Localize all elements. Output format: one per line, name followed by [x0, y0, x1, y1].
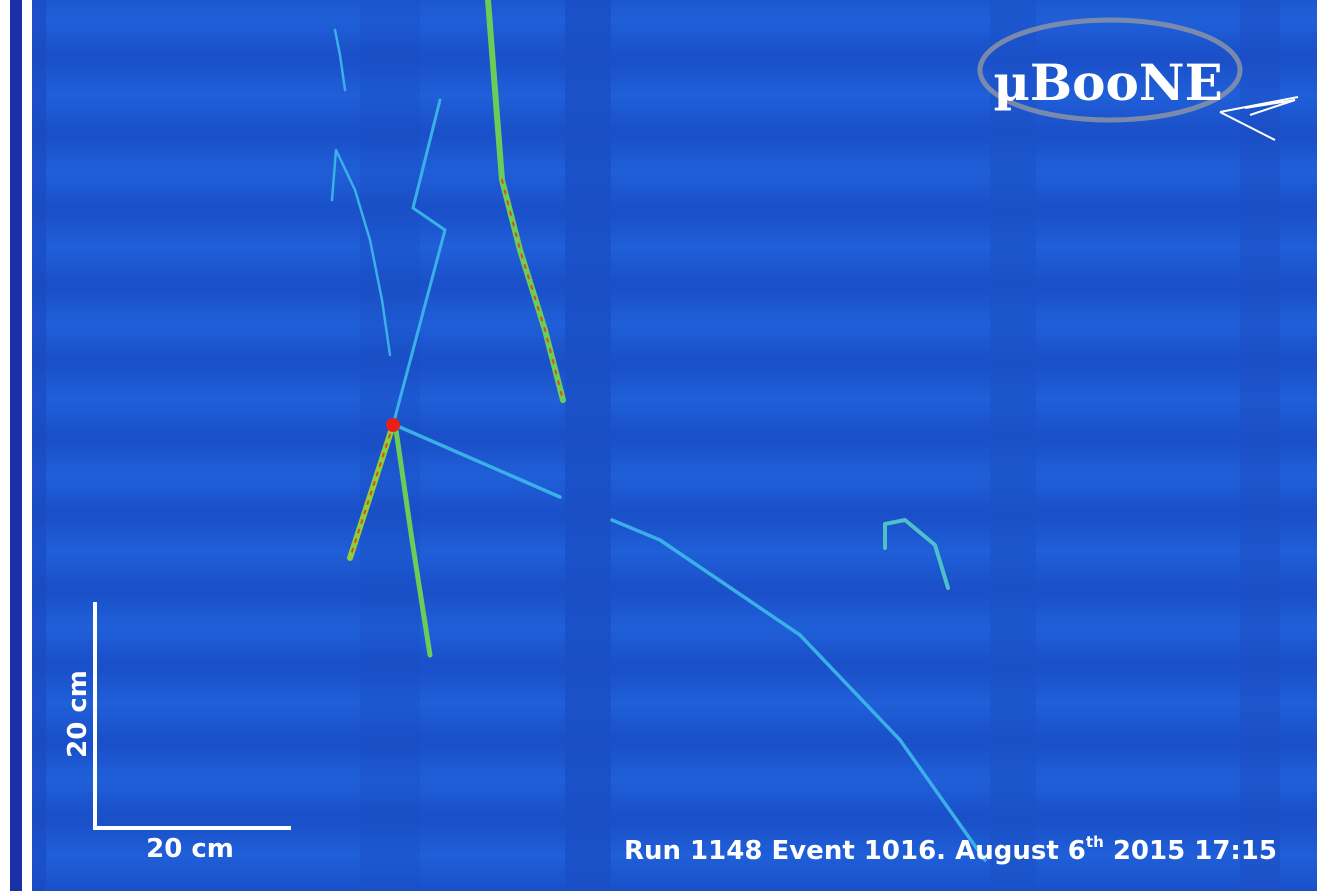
horizontal-scale-label: 20 cm — [146, 834, 234, 864]
detector-image — [32, 0, 1317, 891]
logo-text: µBooNE — [993, 53, 1222, 112]
vertical-scale-label: 20 cm — [63, 670, 93, 758]
caption: Run 1148 Event 1016. August 6th 2015 17:… — [624, 833, 1277, 866]
event-display: µBooNE 20 cm 20 cm Run 1148 Event 1016. … — [0, 0, 1317, 891]
side-strip — [10, 0, 22, 891]
caption-main: Run 1148 Event 1016. August 6 — [624, 836, 1086, 866]
caption-rest: 2015 17:15 — [1104, 836, 1277, 866]
caption-superscript: th — [1086, 833, 1104, 851]
